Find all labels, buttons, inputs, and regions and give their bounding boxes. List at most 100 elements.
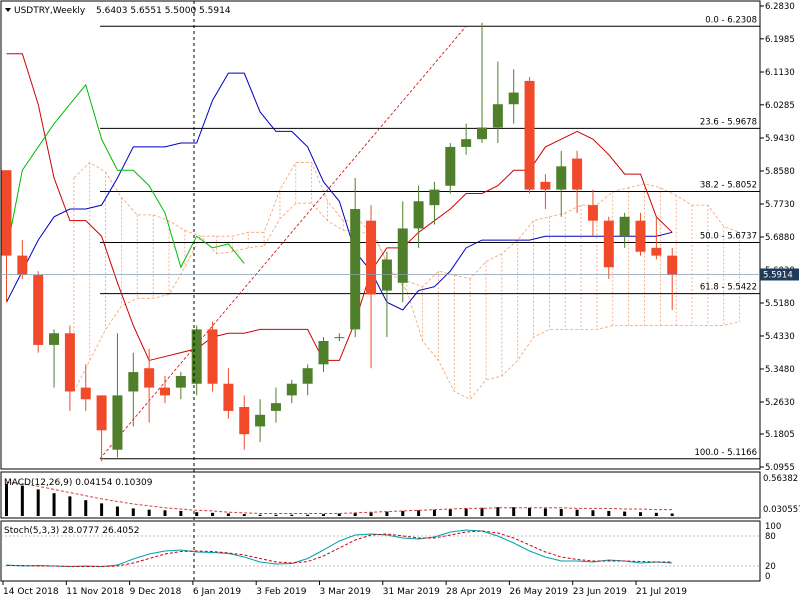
macd-bar bbox=[512, 507, 516, 516]
candle-body bbox=[223, 383, 234, 411]
macd-bar bbox=[654, 512, 658, 516]
macd-bar bbox=[432, 509, 436, 516]
time-tick-label: 3 Feb 2019 bbox=[256, 587, 307, 597]
price-tick-label: 5.5180 bbox=[765, 299, 795, 309]
price-tick-label: 6.0285 bbox=[765, 101, 795, 111]
macd-bar bbox=[258, 514, 262, 516]
candle-body bbox=[492, 104, 503, 128]
macd-bar bbox=[68, 496, 72, 516]
candle-body bbox=[255, 414, 266, 427]
macd-bar bbox=[5, 483, 8, 516]
candle-body bbox=[286, 383, 297, 396]
stoch-tick-label: 80 bbox=[765, 532, 776, 542]
price-tick-label: 5.3480 bbox=[765, 365, 795, 375]
current-price-label: 5.5914 bbox=[763, 270, 793, 280]
macd-indicator: 0.56382 0.030557 bbox=[5, 474, 800, 516]
macd-signal-line bbox=[6, 481, 673, 514]
macd-bar bbox=[211, 512, 215, 516]
candle-body bbox=[112, 395, 123, 450]
stoch-tick-label: 20 bbox=[765, 562, 776, 572]
macd-bar bbox=[179, 510, 183, 516]
macd-bar bbox=[575, 509, 579, 516]
macd-bar bbox=[242, 514, 246, 516]
macd-tick-label: 0.030557 bbox=[763, 505, 800, 515]
macd-bar bbox=[274, 514, 278, 516]
candle-body bbox=[128, 372, 139, 392]
candle-body bbox=[540, 181, 551, 190]
candle-body bbox=[397, 228, 408, 283]
candle-body bbox=[207, 329, 218, 384]
macd-bar bbox=[147, 509, 151, 516]
candle-body bbox=[461, 139, 472, 147]
stoch-tick-label: 0 bbox=[765, 572, 770, 582]
stoch-title: Stoch(5,3,3) 28.0777 26.4052 bbox=[4, 526, 139, 536]
ohlc-values: 5.6403 5.6551 5.5000 5.5914 bbox=[96, 6, 231, 16]
price-tick-label: 6.2830 bbox=[765, 2, 795, 12]
price-tick-label: 5.1805 bbox=[765, 430, 795, 440]
candle-body bbox=[524, 80, 535, 190]
macd-bar bbox=[528, 507, 532, 516]
candle-body bbox=[80, 387, 91, 400]
candle-body bbox=[17, 255, 28, 276]
macd-bar bbox=[290, 514, 294, 516]
time-tick-label: 31 Mar 2019 bbox=[383, 587, 440, 597]
fib-trendline bbox=[99, 26, 467, 460]
fib-level-label: 50.0 - 5.6737 bbox=[700, 232, 757, 242]
macd-bar bbox=[353, 512, 357, 516]
candle-body bbox=[96, 395, 107, 431]
candle-body bbox=[302, 368, 313, 384]
candle-body bbox=[445, 146, 456, 186]
macd-panel bbox=[0, 471, 761, 519]
macd-bar bbox=[464, 508, 468, 516]
candle-body bbox=[160, 387, 170, 396]
candle-body bbox=[651, 247, 662, 256]
macd-bar bbox=[385, 511, 389, 516]
candle-body bbox=[366, 220, 377, 295]
current-price-badge bbox=[760, 268, 799, 281]
fib-level-label: 100.0 - 5.1166 bbox=[694, 448, 757, 458]
macd-bar bbox=[306, 514, 310, 516]
candle-body bbox=[603, 220, 614, 268]
macd-bar bbox=[543, 508, 547, 516]
time-tick-label: 26 May 2019 bbox=[509, 587, 568, 597]
price-tick-label: 5.9430 bbox=[765, 134, 795, 144]
candle-body bbox=[191, 329, 202, 384]
candle-body bbox=[318, 341, 329, 365]
price-tick-label: 5.6880 bbox=[765, 233, 795, 243]
candles bbox=[1, 22, 678, 462]
candle-body bbox=[619, 216, 630, 237]
candle-body bbox=[33, 275, 44, 345]
fibonacci-levels: 0.0 - 6.2308 23.6 - 5.9678 38.2 - 5.8052 50… bbox=[99, 15, 760, 460]
ichimoku-lines bbox=[6, 53, 673, 362]
price-tick-label: 5.0955 bbox=[765, 463, 795, 473]
macd-title: MACD(12,26,9) 0.04154 0.10309 bbox=[4, 478, 153, 488]
chevron-down-icon[interactable] bbox=[5, 8, 11, 12]
candle-body bbox=[64, 333, 75, 392]
time-tick-label: 28 Apr 2019 bbox=[446, 587, 502, 597]
price-tick-label: 5.2630 bbox=[765, 398, 795, 408]
candle-body bbox=[413, 201, 424, 229]
macd-bar bbox=[623, 511, 627, 516]
time-tick-label: 11 Nov 2018 bbox=[66, 587, 124, 597]
macd-bar bbox=[100, 503, 104, 516]
price-tick-label: 5.8580 bbox=[765, 167, 795, 177]
time-tick-label: 21 Jul 2019 bbox=[636, 587, 687, 597]
symbol-timeframe: USDTRY,Weekly bbox=[14, 6, 86, 16]
macd-bar bbox=[480, 507, 484, 516]
candle-body bbox=[477, 127, 487, 140]
time-tick-label: 23 Jun 2019 bbox=[573, 587, 627, 597]
fib-level-label: 0.0 - 6.2308 bbox=[705, 15, 757, 25]
candle-body bbox=[635, 220, 646, 252]
fib-level-label: 61.8 - 5.5422 bbox=[700, 283, 757, 293]
kijun-sen-line bbox=[6, 72, 673, 311]
price-axis: 6.2830 6.1985 6.1130 6.0285 5.9430 5.8580 5.77… bbox=[1, 2, 799, 473]
macd-bar bbox=[369, 512, 373, 516]
macd-bar bbox=[448, 509, 452, 516]
candle-body bbox=[556, 166, 567, 190]
candle-body bbox=[667, 255, 678, 276]
chikou-span-line bbox=[6, 83, 245, 269]
macd-bar bbox=[163, 510, 167, 516]
candle-body bbox=[334, 337, 345, 339]
candle-body bbox=[429, 189, 440, 206]
